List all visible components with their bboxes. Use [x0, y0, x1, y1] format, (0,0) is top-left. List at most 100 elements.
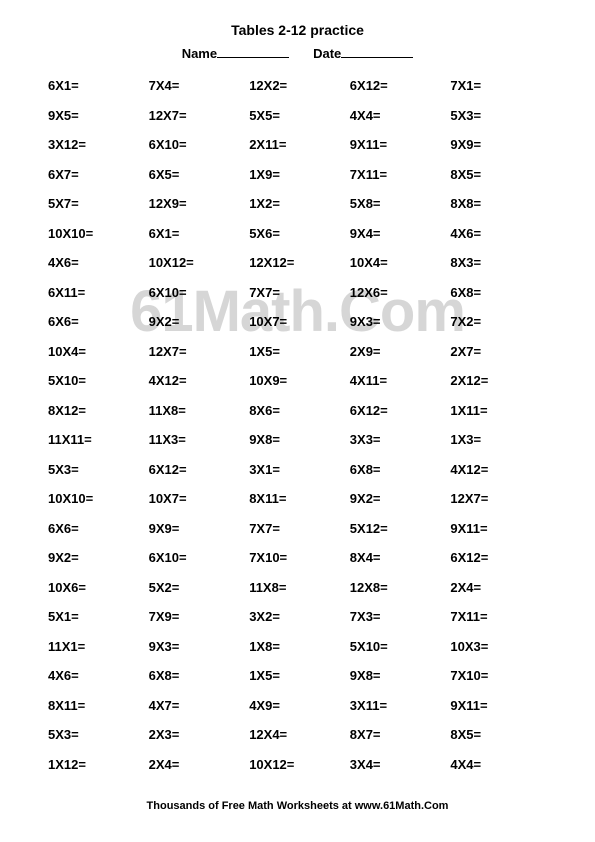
problem-cell: 5X10= [48, 366, 145, 396]
problem-cell: 5X2= [149, 573, 246, 603]
problem-cell: 8X11= [249, 484, 346, 514]
problem-cell: 10X6= [48, 573, 145, 603]
problems-grid: 6X1=7X4=12X2=6X12=7X1=9X5=12X7=5X5=4X4=5… [48, 71, 547, 779]
problem-cell: 1X8= [249, 632, 346, 662]
problem-cell: 6X7= [48, 160, 145, 190]
problem-cell: 7X11= [350, 160, 447, 190]
problem-cell: 8X5= [450, 720, 547, 750]
name-blank-line[interactable] [217, 46, 289, 58]
problem-cell: 6X10= [149, 130, 246, 160]
problem-cell: 12X4= [249, 720, 346, 750]
problem-cell: 3X4= [350, 750, 447, 780]
problem-cell: 8X3= [450, 248, 547, 278]
problem-cell: 9X3= [350, 307, 447, 337]
problem-cell: 5X3= [450, 101, 547, 131]
problem-cell: 1X12= [48, 750, 145, 780]
problem-cell: 7X2= [450, 307, 547, 337]
problem-cell: 12X7= [149, 101, 246, 131]
problem-cell: 9X9= [450, 130, 547, 160]
problem-cell: 9X11= [450, 514, 547, 544]
worksheet-page: 61Math.Com Tables 2-12 practice Name Dat… [0, 0, 595, 842]
footer-text: Thousands of Free Math Worksheets at www… [0, 800, 595, 812]
problem-cell: 8X11= [48, 691, 145, 721]
problem-cell: 10X10= [48, 484, 145, 514]
problem-cell: 4X11= [350, 366, 447, 396]
problem-cell: 11X3= [149, 425, 246, 455]
problem-cell: 4X6= [48, 661, 145, 691]
problem-cell: 6X8= [350, 455, 447, 485]
problem-cell: 9X11= [350, 130, 447, 160]
problem-cell: 7X4= [149, 71, 246, 101]
problem-cell: 10X10= [48, 219, 145, 249]
problem-cell: 8X5= [450, 160, 547, 190]
problem-cell: 2X4= [149, 750, 246, 780]
problem-cell: 3X12= [48, 130, 145, 160]
problem-cell: 10X9= [249, 366, 346, 396]
problem-cell: 5X10= [350, 632, 447, 662]
problem-cell: 6X10= [149, 278, 246, 308]
problem-cell: 2X4= [450, 573, 547, 603]
problem-cell: 9X2= [149, 307, 246, 337]
problem-cell: 9X9= [149, 514, 246, 544]
problem-cell: 6X12= [350, 396, 447, 426]
problem-cell: 2X7= [450, 337, 547, 367]
problem-cell: 8X4= [350, 543, 447, 573]
problem-cell: 1X5= [249, 661, 346, 691]
problem-cell: 10X4= [48, 337, 145, 367]
date-blank-line[interactable] [341, 46, 413, 58]
problem-cell: 4X12= [149, 366, 246, 396]
problem-cell: 2X12= [450, 366, 547, 396]
problem-cell: 5X6= [249, 219, 346, 249]
date-field: Date [313, 46, 413, 61]
problem-cell: 9X4= [350, 219, 447, 249]
problem-cell: 5X12= [350, 514, 447, 544]
problem-cell: 4X6= [450, 219, 547, 249]
problem-cell: 10X7= [249, 307, 346, 337]
problem-cell: 12X12= [249, 248, 346, 278]
problem-cell: 2X11= [249, 130, 346, 160]
problem-cell: 3X2= [249, 602, 346, 632]
problem-cell: 6X5= [149, 160, 246, 190]
name-field: Name [182, 46, 289, 61]
date-label: Date [313, 46, 341, 61]
problem-cell: 3X11= [350, 691, 447, 721]
problem-cell: 5X1= [48, 602, 145, 632]
problem-cell: 10X12= [249, 750, 346, 780]
problem-cell: 6X12= [350, 71, 447, 101]
problem-cell: 8X7= [350, 720, 447, 750]
problem-cell: 8X6= [249, 396, 346, 426]
problem-cell: 8X8= [450, 189, 547, 219]
problem-cell: 7X7= [249, 514, 346, 544]
problem-cell: 5X3= [48, 455, 145, 485]
problem-cell: 7X9= [149, 602, 246, 632]
problem-cell: 11X8= [149, 396, 246, 426]
problem-cell: 10X4= [350, 248, 447, 278]
problem-cell: 9X3= [149, 632, 246, 662]
problem-cell: 4X9= [249, 691, 346, 721]
problem-cell: 6X6= [48, 514, 145, 544]
problem-cell: 7X10= [249, 543, 346, 573]
problem-cell: 9X5= [48, 101, 145, 131]
problem-cell: 1X2= [249, 189, 346, 219]
problem-cell: 7X1= [450, 71, 547, 101]
problem-cell: 7X11= [450, 602, 547, 632]
problem-cell: 9X8= [350, 661, 447, 691]
problem-cell: 6X12= [450, 543, 547, 573]
problem-cell: 2X3= [149, 720, 246, 750]
problem-cell: 1X5= [249, 337, 346, 367]
problem-cell: 11X11= [48, 425, 145, 455]
problem-cell: 4X4= [450, 750, 547, 780]
page-title: Tables 2-12 practice [48, 22, 547, 38]
problem-cell: 9X2= [350, 484, 447, 514]
problem-cell: 8X12= [48, 396, 145, 426]
problem-cell: 6X11= [48, 278, 145, 308]
problem-cell: 5X3= [48, 720, 145, 750]
problem-cell: 7X7= [249, 278, 346, 308]
problem-cell: 4X4= [350, 101, 447, 131]
problem-cell: 10X3= [450, 632, 547, 662]
problem-cell: 5X5= [249, 101, 346, 131]
problem-cell: 11X8= [249, 573, 346, 603]
problem-cell: 7X3= [350, 602, 447, 632]
problem-cell: 4X7= [149, 691, 246, 721]
problem-cell: 6X8= [450, 278, 547, 308]
